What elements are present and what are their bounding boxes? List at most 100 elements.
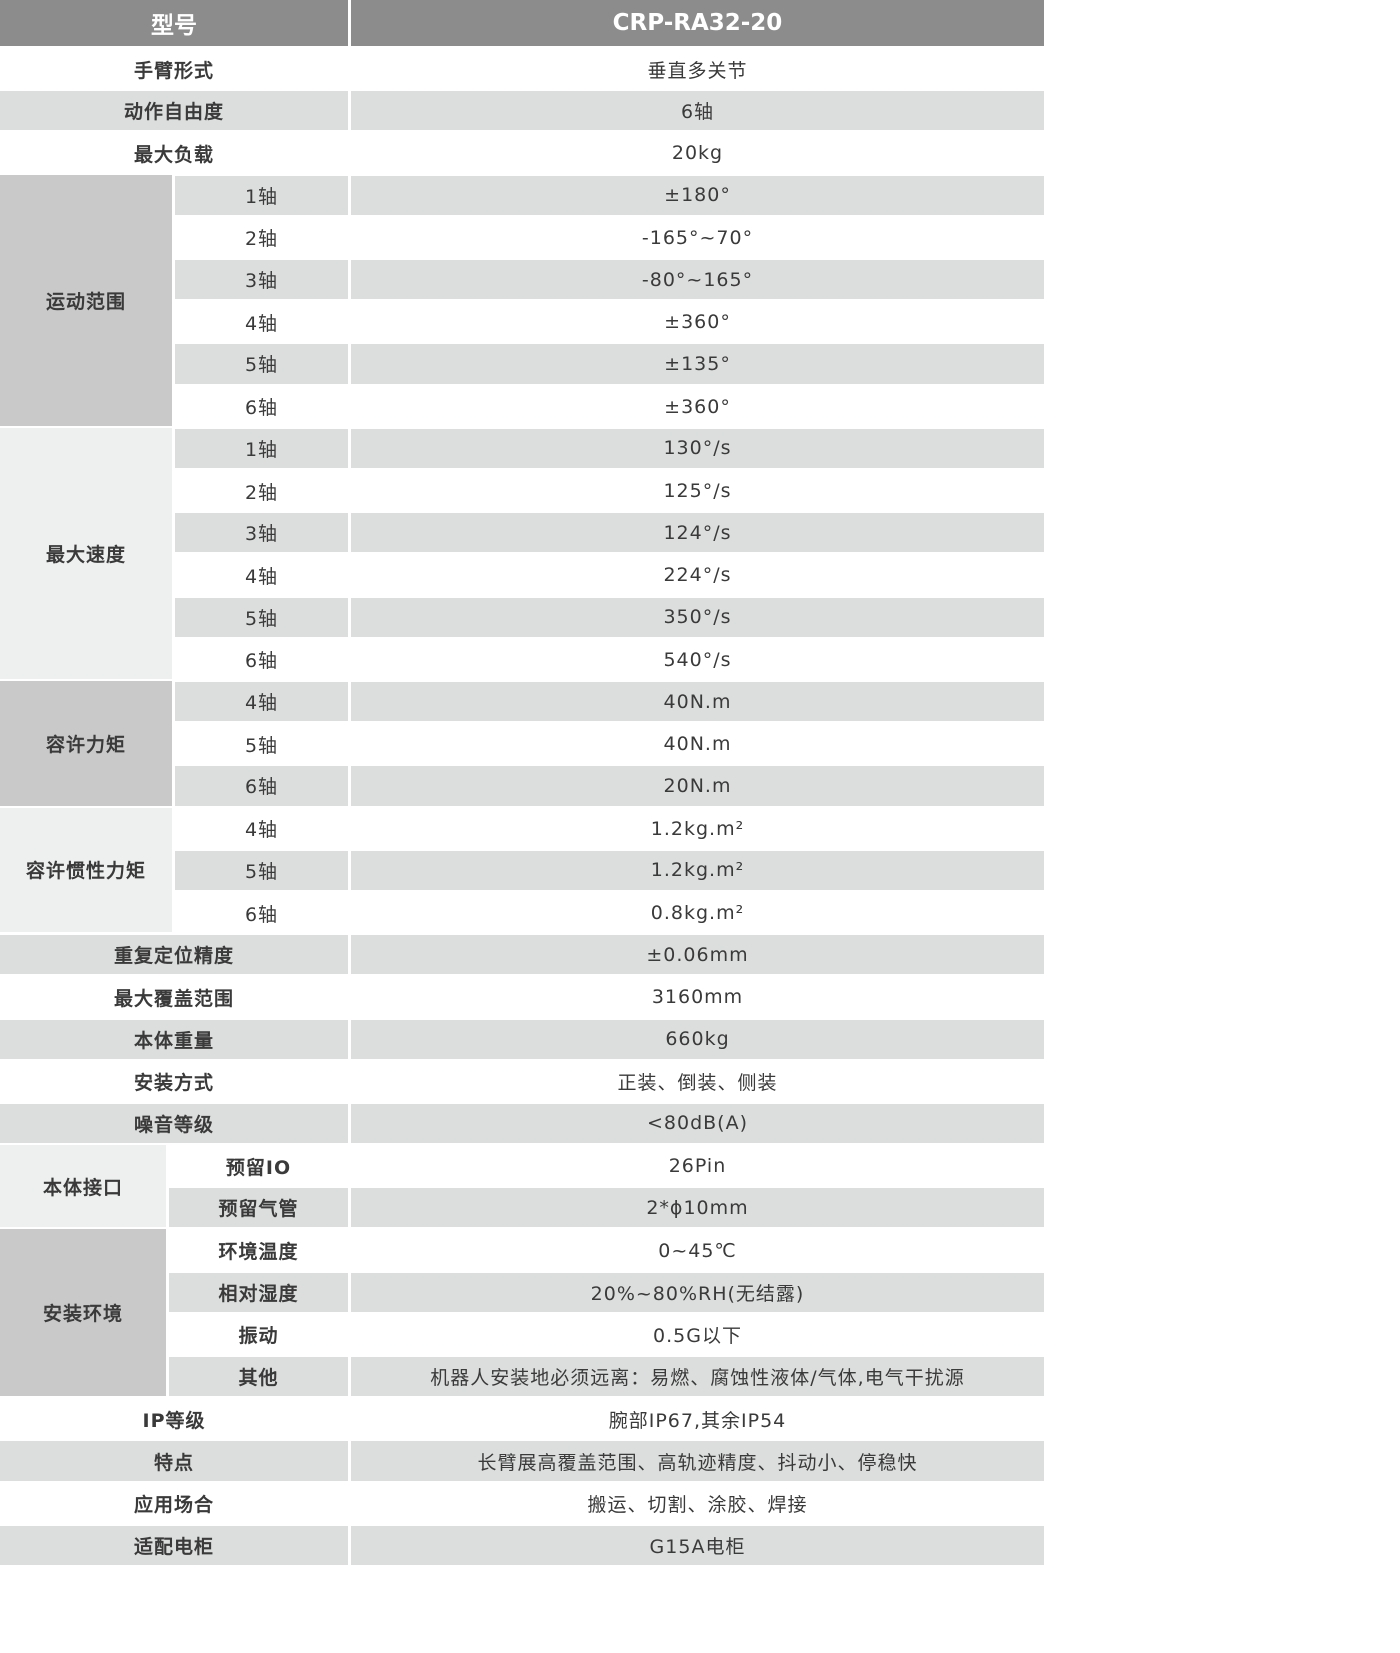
row-value: ±360° — [664, 311, 731, 334]
table-row: 5轴 ±135° — [175, 343, 1044, 386]
row-value: 40N.m — [351, 680, 1044, 724]
table-row: 手臂形式 垂直多关节 — [0, 48, 1044, 90]
table-row: 预留IO 26Pin — [169, 1145, 1044, 1187]
row-value: 20%~80%RH(无结露) — [351, 1271, 1044, 1314]
row-label: 安装方式 — [133, 1072, 214, 1095]
table-row: 噪音等级 <80dB(A) — [0, 1102, 1044, 1146]
row-sublabel: 5轴 — [244, 734, 279, 757]
table-row: 4轴 40N.m — [175, 680, 1044, 724]
table-row: 6轴 0.8kg.m² — [175, 892, 1044, 934]
row-label: 重复定位精度 — [0, 934, 348, 977]
row-value: 0.8kg.m² — [650, 902, 745, 924]
row-value: 224°/s — [663, 564, 732, 587]
row-sublabel: 4轴 — [244, 565, 279, 588]
table-row: 1轴 ±180° — [175, 174, 1044, 217]
row-label: 最大负载 — [133, 143, 214, 166]
table-row: 重复定位精度 ±0.06mm — [0, 934, 1044, 977]
header-model: CRP-RA32-20 — [351, 0, 1044, 46]
row-group: 运动范围 1轴 ±180° 2轴 -165°~70° 3轴 -80°~165° 4轴 ±360°… — [0, 174, 1044, 428]
table-row: 4轴 224°/s — [175, 554, 1044, 596]
table-row: 最大负载 20kg — [0, 132, 1044, 174]
table-row: 安装方式 正装、倒装、侧装 — [0, 1061, 1044, 1103]
row-sublabel: 6轴 — [244, 650, 279, 673]
row-sublabel: 4轴 — [244, 312, 279, 335]
table-row: 本体重量 660kg — [0, 1018, 1044, 1061]
row-value: 540°/s — [663, 648, 732, 671]
group-rows: 预留IO 26Pin 预留气管 2*ϕ10mm — [169, 1145, 1044, 1230]
row-value: -165°~70° — [641, 226, 754, 249]
row-sublabel: 6轴 — [244, 903, 279, 926]
spec-table: 型号 CRP-RA32-20 手臂形式 垂直多关节 动作自由度 6轴 最大负载 20kg 运… — [0, 0, 1044, 1567]
row-sublabel: 4轴 — [244, 819, 279, 842]
row-value: 正装、倒装、侧装 — [617, 1072, 778, 1095]
row-value: 130°/s — [351, 427, 1044, 470]
group-rows: 环境温度 0~45℃ 相对湿度 20%~80%RH(无结露) 振动 0.5G以下其他 机器人… — [169, 1229, 1044, 1399]
row-value: 350°/s — [351, 596, 1044, 639]
row-value: 机器人安装地必须远离：易燃、腐蚀性液体/气体,电气干扰源 — [351, 1356, 1044, 1399]
row-group: 最大速度 1轴 130°/s 2轴 125°/s 3轴 124°/s 4轴 224°/s 5轴 35… — [0, 427, 1044, 681]
row-value: 6轴 — [351, 90, 1044, 133]
row-group: 容许惯性力矩 4轴 1.2kg.m² 5轴 1.2kg.m² 6轴 0.8kg.m² — [0, 807, 1044, 935]
table-header: 型号 CRP-RA32-20 — [0, 0, 1044, 46]
row-sublabel: 3轴 — [175, 258, 348, 302]
row-value: ±180° — [351, 174, 1044, 217]
row-sublabel: 1轴 — [175, 174, 348, 217]
row-value: 搬运、切割、涂胶、焊接 — [587, 1494, 808, 1517]
group-rows: 1轴 ±180° 2轴 -165°~70° 3轴 -80°~165° 4轴 ±360° 5轴 ±1… — [175, 174, 1044, 428]
row-sublabel: 2轴 — [244, 228, 279, 251]
group-rows: 4轴 1.2kg.m² 5轴 1.2kg.m² 6轴 0.8kg.m² — [175, 808, 1044, 935]
row-sublabel: 5轴 — [175, 343, 348, 386]
row-value: 20N.m — [351, 765, 1044, 808]
row-value: 125°/s — [663, 480, 732, 503]
table-row: 3轴 124°/s — [175, 512, 1044, 555]
table-row: 动作自由度 6轴 — [0, 90, 1044, 133]
row-value: 660kg — [351, 1018, 1044, 1061]
row-label: 本体重量 — [0, 1018, 348, 1061]
row-value: -80°~165° — [351, 258, 1044, 302]
row-sublabel: 3轴 — [175, 512, 348, 555]
table-row: 应用场合 搬运、切割、涂胶、焊接 — [0, 1483, 1044, 1525]
row-value: G15A电柜 — [351, 1524, 1044, 1567]
row-sublabel: 1轴 — [175, 427, 348, 470]
row-sublabel: 2轴 — [244, 481, 279, 504]
table-row: 6轴 540°/s — [175, 639, 1044, 681]
table-row: 2轴 125°/s — [175, 470, 1044, 512]
row-value: <80dB(A) — [351, 1102, 1044, 1146]
row-value: 2*ϕ10mm — [351, 1187, 1044, 1230]
row-value: 0~45℃ — [658, 1239, 737, 1262]
group-label: 本体接口 — [0, 1145, 166, 1230]
row-value: 40N.m — [663, 733, 732, 756]
table-row: 相对湿度 20%~80%RH(无结露) — [169, 1271, 1044, 1314]
row-value: ±135° — [351, 343, 1044, 386]
table-row: 2轴 -165°~70° — [175, 217, 1044, 259]
row-value: 124°/s — [351, 512, 1044, 555]
row-value: 1.2kg.m² — [351, 849, 1044, 892]
table-row: 环境温度 0~45℃ — [169, 1229, 1044, 1271]
group-rows: 4轴 40N.m 5轴 40N.m 6轴 20N.m — [175, 680, 1044, 808]
table-row: 5轴 40N.m — [175, 723, 1044, 765]
table-row: 6轴 ±360° — [175, 386, 1044, 428]
row-sublabel: 5轴 — [175, 849, 348, 892]
table-row: 预留气管 2*ϕ10mm — [169, 1187, 1044, 1230]
row-value: 腕部IP67,其余IP54 — [608, 1409, 787, 1432]
table-row: 4轴 ±360° — [175, 301, 1044, 343]
table-row: 3轴 -80°~165° — [175, 258, 1044, 302]
row-sublabel: 其他 — [169, 1356, 348, 1399]
row-value: 垂直多关节 — [647, 59, 748, 82]
table-row: 适配电柜 G15A电柜 — [0, 1524, 1044, 1567]
row-value: 0.5G以下 — [653, 1325, 742, 1348]
table-body: 手臂形式 垂直多关节 动作自由度 6轴 最大负载 20kg 运动范围 1轴 ±180° 2轴 -16… — [0, 48, 1044, 1567]
row-group: 安装环境 环境温度 0~45℃ 相对湿度 20%~80%RH(无结露) 振动 0.5G以下其… — [0, 1229, 1044, 1399]
group-label: 运动范围 — [0, 174, 172, 428]
group-label: 容许惯性力矩 — [0, 807, 172, 935]
row-value: ±0.06mm — [351, 934, 1044, 977]
row-sublabel: 振动 — [238, 1325, 279, 1348]
row-sublabel: 4轴 — [175, 680, 348, 724]
table-row: 最大覆盖范围 3160mm — [0, 976, 1044, 1018]
row-sublabel: 预留气管 — [169, 1187, 348, 1230]
row-value: 1.2kg.m² — [650, 817, 745, 840]
row-group: 容许力矩 4轴 40N.m 5轴 40N.m 6轴 20N.m — [0, 680, 1044, 808]
row-label: 应用场合 — [133, 1494, 214, 1517]
group-label: 最大速度 — [0, 427, 172, 681]
group-label: 安装环境 — [0, 1229, 166, 1399]
